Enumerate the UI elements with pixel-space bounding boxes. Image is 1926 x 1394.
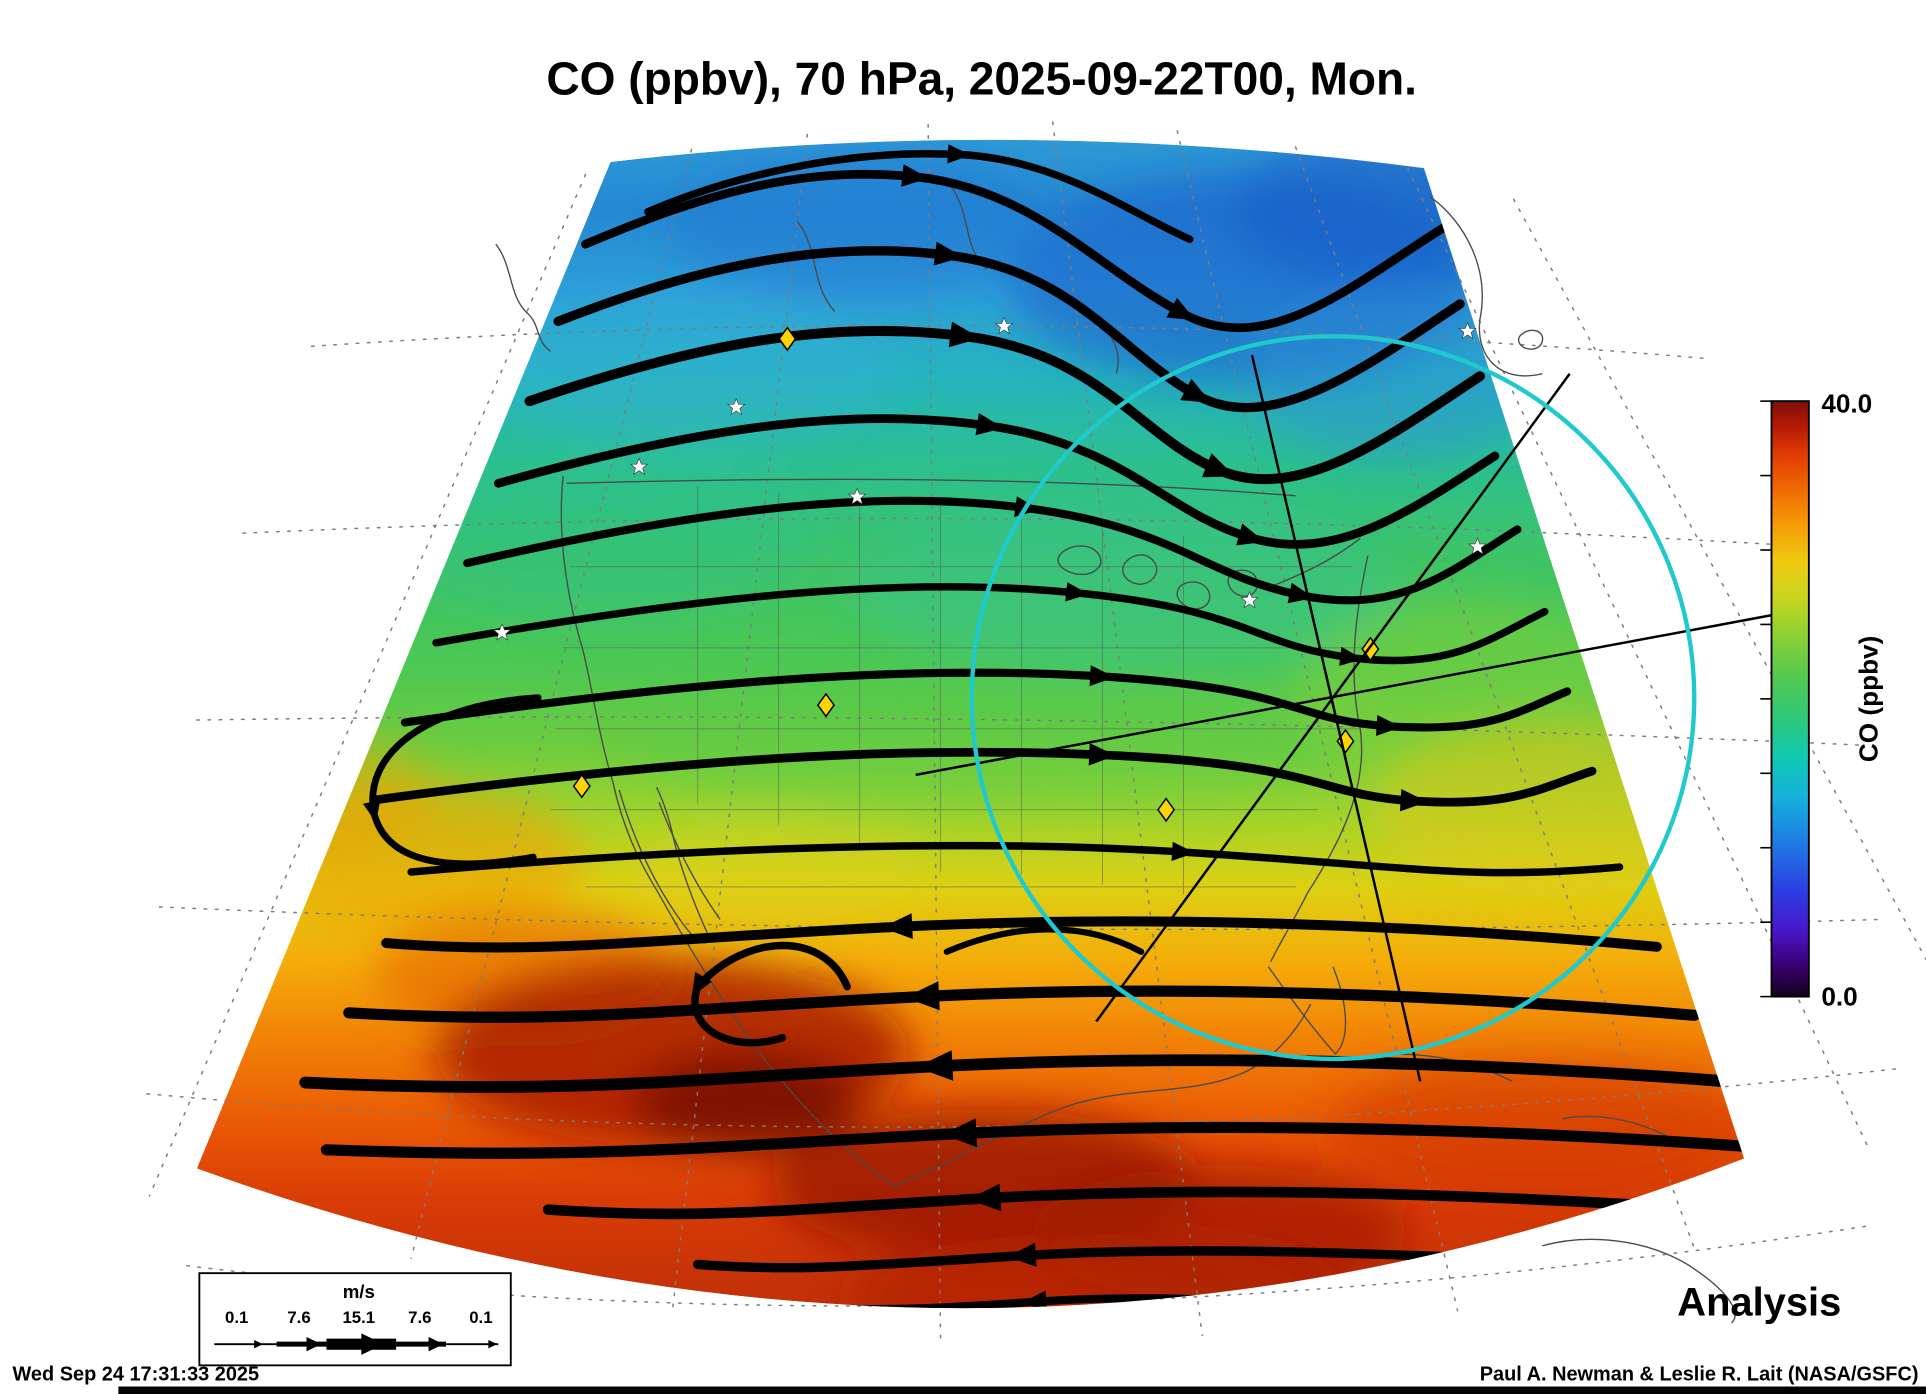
station-markers-diamonds [572,326,1380,823]
colorbar-axis-title: CO (ppbv) [1853,636,1883,762]
credit-text: Paul A. Newman & Leslie R. Lait (NASA/GS… [1480,1363,1919,1385]
streamline-path [692,1242,1550,1273]
wind-legend-speed-0: 0.1 [225,1308,248,1327]
streamline-path [581,164,1450,333]
coastline-path [796,221,836,312]
field-blob [622,822,922,922]
bottom-edge-bar [118,1386,1926,1394]
coastline-path [560,475,895,1187]
streamline-path [463,496,1522,605]
graticule-meridian [1406,167,1870,1150]
yellow-diamond-marker [778,326,797,352]
wind-legend-speed-3: 7.6 [408,1308,431,1327]
graticule-parallel [158,906,1885,931]
streamline-path [524,321,1485,485]
coastline-path [1562,1115,1673,1140]
streamline-path [381,913,1662,953]
wind-glyph-arrowhead [488,1339,498,1349]
streamline-path [400,665,1572,736]
wind-legend-arrow-glyph [214,1333,499,1355]
coastline-path [1517,329,1544,350]
wind-legend-speed-1: 7.6 [287,1308,310,1327]
coastline-path [658,802,721,920]
colorbar-gradient [1770,400,1810,998]
graticule-parallel [146,1068,1897,1128]
graticule-meridian [927,123,942,1344]
white-star-marker [629,457,649,475]
streamline-path [644,144,1194,243]
coastline-path [1429,196,1543,377]
streamline-path [691,941,851,1047]
station-markers-stars [492,316,1487,641]
streamlines [299,144,1745,1309]
white-star-marker [1240,590,1259,609]
graticule-meridian [1294,146,1696,1249]
wind-legend-speed-4: 0.1 [469,1308,492,1327]
streamline-path [371,743,1597,812]
yellow-diamond-marker [572,773,591,799]
range-ring-circle [969,334,1697,1062]
wind-glyph-arrowhead [428,1336,444,1352]
white-star-marker [847,487,867,505]
wind-legend-speed-2: 15.1 [342,1308,375,1327]
streamline-path [320,1118,1745,1159]
field-blob [1332,1058,1745,1196]
coastline-path [495,243,552,352]
colorbar-max-label: 40.0 [1821,388,1872,418]
wind-glyph-arrowhead [361,1333,384,1355]
graticule-meridian [1512,198,1926,960]
yellow-diamond-marker [816,692,835,718]
timestamp-text: Wed Sep 24 17:31:33 2025 [12,1363,259,1385]
wind-glyph-arrowhead [306,1336,322,1352]
graticule-parallel [196,716,1860,746]
colorbar: 40.0 0.0 CO (ppbv) [1760,388,1883,1011]
streamline-path [432,582,1549,666]
white-star-marker [492,623,512,641]
wind-legend-units: m/s [343,1281,375,1302]
graticule-parallel [310,324,1710,360]
streamline-path [362,694,542,868]
white-star-marker [994,316,1014,335]
colorbar-min-label: 0.0 [1821,981,1857,1011]
streamline-path [943,926,1145,955]
white-star-marker [1458,321,1477,340]
wind-speed-legend: m/s 0.1 7.6 15.1 7.6 0.1 [198,1272,512,1367]
range-ring-chord-3 [1250,354,1422,1082]
streamline-path [407,841,1624,877]
streamline-path [493,412,1500,549]
coastline-path [1542,1238,1736,1324]
field-blob [622,685,1371,810]
page-title: CO (ppbv), 70 hPa, 2025-09-22T00, Mon. [546,53,1417,105]
colorbar-ticks [1760,400,1772,998]
range-ring-chord-2 [915,611,1785,777]
wind-legend-box [198,1272,512,1367]
yellow-diamond-marker [1361,636,1380,662]
white-star-marker [727,397,746,416]
yellow-diamond-marker [1157,797,1176,823]
streamline-path [299,1050,1732,1093]
white-star-marker [1468,537,1487,555]
wind-glyph-arrowhead [254,1339,263,1349]
streamline-path [542,1183,1663,1220]
analysis-label: Analysis [1677,1281,1841,1325]
streamline-path [343,981,1700,1023]
range-ring-group [915,334,1785,1082]
streamline-path [553,241,1465,413]
